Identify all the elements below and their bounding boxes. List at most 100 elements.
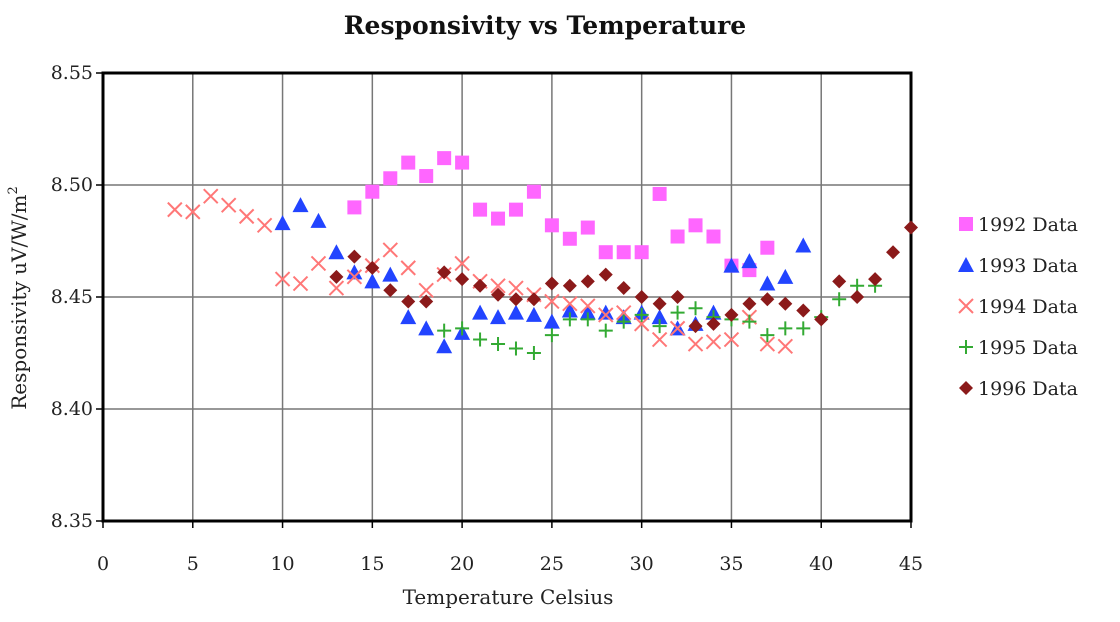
data-point [382,266,399,282]
data-point [886,245,901,260]
data-point [256,217,273,234]
data-point [526,292,541,307]
data-point [904,220,918,235]
data-point [705,334,722,350]
data-point [832,274,847,289]
data-point [401,155,416,170]
data-point [437,265,452,280]
data-point [491,287,506,302]
x-tick-label: 35 [719,553,743,575]
data-point [544,218,559,233]
data-point [651,309,668,325]
data-point [473,332,488,347]
data-point [419,294,434,309]
data-point [760,292,775,307]
data-point [328,244,345,260]
data-point [795,237,812,253]
data-points [167,151,918,360]
data-point [455,155,470,170]
legend-marker [959,381,973,395]
x-tick-label: 0 [97,553,109,575]
data-point [706,316,721,331]
data-point [220,197,237,213]
x-tick-label: 30 [630,553,654,575]
data-point [652,186,667,201]
y-axis-label: Responsivity uV/W/m2 [6,186,31,410]
legend-marker [958,298,974,314]
data-point [760,328,775,343]
data-point [778,321,793,336]
data-point [742,314,757,329]
y-axis-label-group: Responsivity uV/W/m2 [6,186,31,410]
data-point [419,169,434,184]
data-point [688,301,703,316]
data-point [850,290,865,304]
data-point [652,319,667,334]
data-point [597,304,614,320]
data-point [544,328,559,343]
data-point [616,245,631,260]
y-tick-label: 8.35 [51,510,93,532]
legend: 1992 Data 1993 Data 1994 Data 1995 Data 1996… [958,214,1078,400]
data-point [473,278,488,293]
y-tick-label: 8.50 [51,174,93,196]
data-point [670,290,685,304]
data-point [759,336,776,352]
data-point [418,320,435,336]
y-tick-label: 8.55 [51,62,93,84]
data-point [687,336,704,352]
data-point [418,282,434,298]
legend-label: 1992 Data [978,214,1078,236]
data-point [292,275,309,292]
y-axis-label-main: Responsivity uV/W/m [7,194,31,409]
data-point [616,281,631,296]
data-point [167,201,183,218]
data-point [670,305,685,320]
data-point [796,321,811,336]
data-point [580,298,596,314]
series-1992-data [347,151,775,278]
data-point [455,321,470,336]
data-point [633,316,650,332]
axis-ticks: 0 5 10 15 20 25 30 35 40 45 8.35 8.40 8.45 8.50 8.55 [51,62,923,575]
data-point [455,272,470,287]
data-point [401,294,416,309]
data-point [598,307,614,323]
y-tick-label: 8.40 [51,398,93,420]
data-point [473,202,488,217]
data-point [832,292,847,307]
data-point [400,260,416,276]
data-point [688,319,703,334]
data-point [400,309,417,325]
x-tick-label: 25 [540,553,564,575]
data-point [598,323,613,338]
chart-title: Responsivity vs Temperature [344,11,746,40]
data-point [526,346,541,360]
data-point [508,292,523,307]
data-point [454,255,470,272]
data-point [310,255,327,272]
data-point [634,290,649,304]
legend-marker [959,217,973,231]
data-point [383,171,398,186]
data-point [580,274,595,289]
data-point [347,200,362,215]
data-point [472,304,489,320]
data-point [491,211,506,226]
data-point [346,269,363,285]
data-point [238,208,255,225]
data-point [274,271,291,287]
data-point [346,264,363,280]
data-point [347,249,362,264]
data-point [580,312,595,327]
grid-lines [103,73,911,521]
data-point [562,278,577,293]
x-tick-label: 45 [899,553,923,575]
data-point [274,215,291,231]
data-point [706,229,721,244]
data-point [292,197,309,213]
legend-label: 1993 Data [978,255,1078,277]
data-point [777,268,794,284]
data-point [365,184,380,199]
